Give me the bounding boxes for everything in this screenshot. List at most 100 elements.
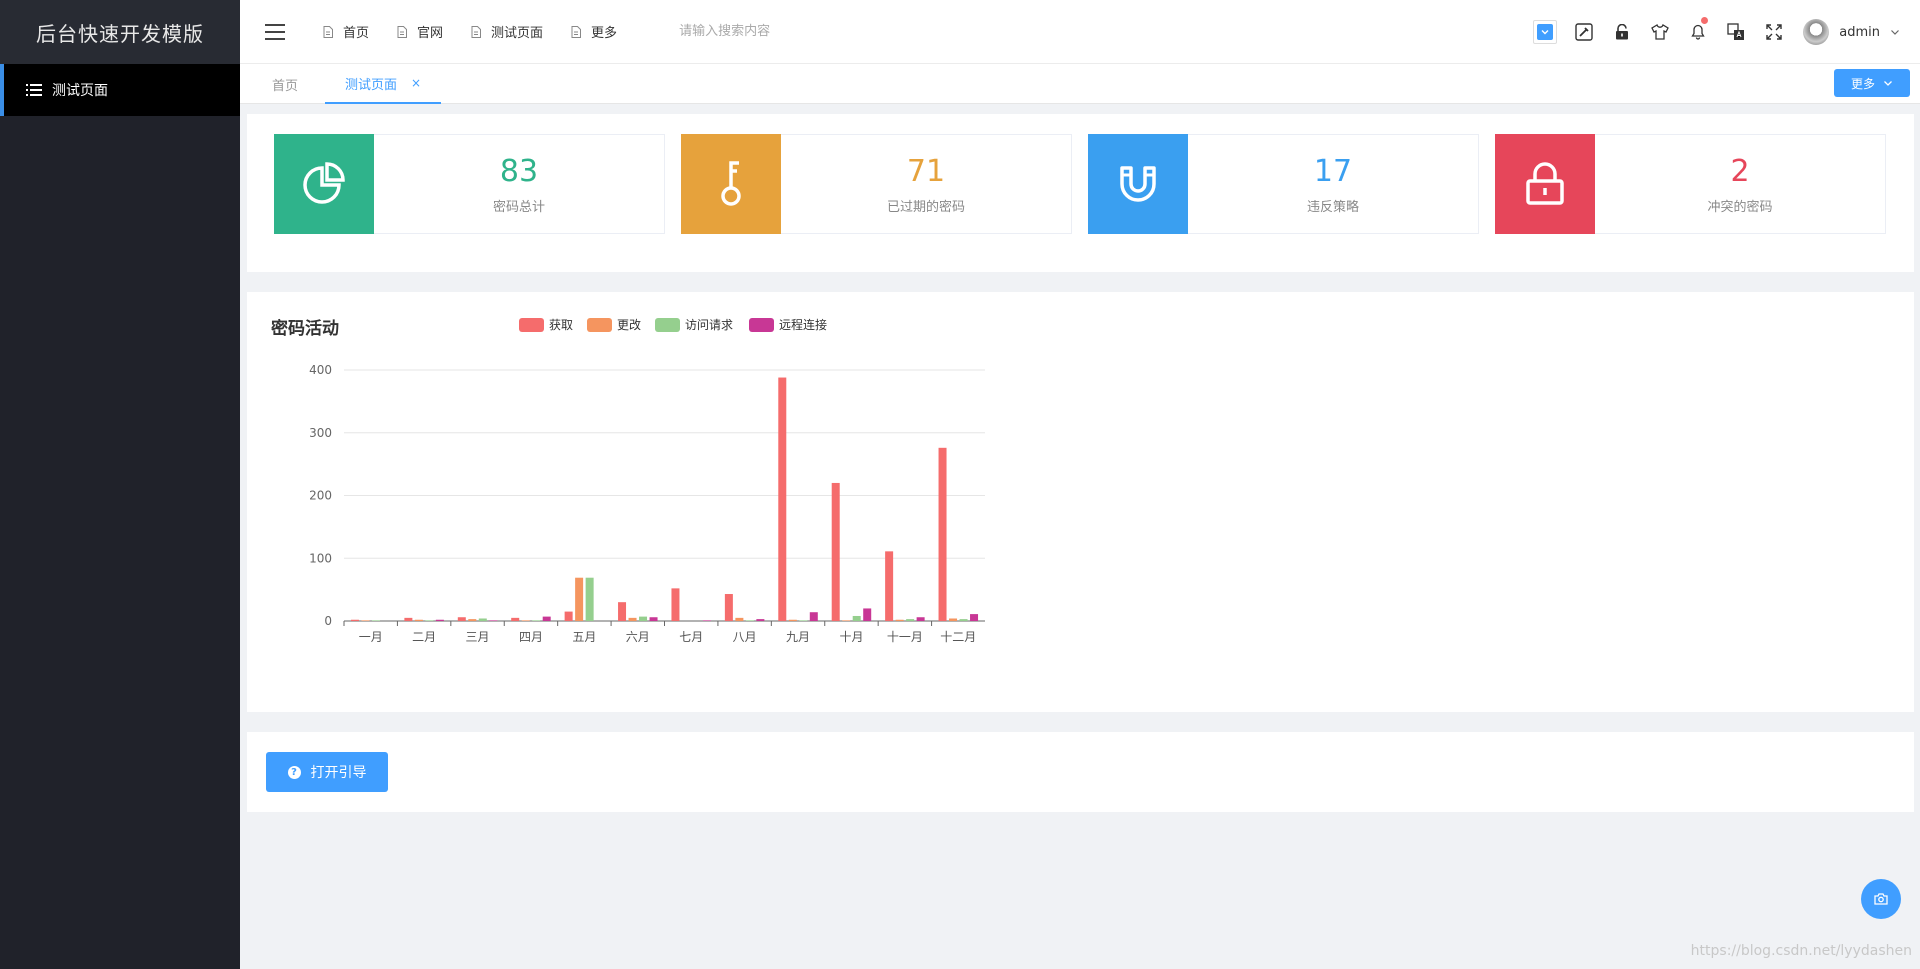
stat-label: 违反策略: [1306, 199, 1359, 215]
bar: [916, 617, 925, 621]
y-tick-label: 300: [309, 426, 332, 440]
bar: [938, 447, 947, 621]
watermark: https://blog.csdn.net/lyydashen: [1690, 943, 1912, 959]
pie-chart-icon: [274, 134, 374, 234]
sidebar: 后台快速开发模版 测试页面: [0, 0, 240, 969]
tab-test-page[interactable]: 测试页面 ×: [325, 64, 442, 104]
lock-icon: [1495, 134, 1595, 234]
fullscreen-icon[interactable]: [1763, 21, 1785, 43]
nav-item-test-page[interactable]: 测试页面: [471, 22, 543, 41]
x-tick-label: 十月: [839, 630, 863, 644]
bar: [671, 588, 680, 621]
tab-home[interactable]: 首页: [272, 78, 299, 94]
bar: [457, 617, 466, 621]
close-icon[interactable]: ×: [411, 76, 422, 90]
header-toolbar: admin: [1533, 0, 1900, 64]
tools-icon[interactable]: [1573, 21, 1595, 43]
stat-label: 已过期的密码: [886, 199, 965, 215]
nav-item-website[interactable]: 官网: [397, 22, 443, 41]
bar: [521, 620, 530, 621]
bar: [639, 616, 648, 621]
bar: [425, 620, 434, 621]
bar: [852, 615, 861, 621]
menu-toggle-icon[interactable]: [265, 23, 285, 40]
tabs-more-button[interactable]: 更多: [1834, 69, 1910, 97]
x-tick-label: 八月: [733, 630, 757, 644]
bar: [809, 612, 818, 621]
stat-value: 83: [499, 153, 539, 189]
bar: [511, 617, 520, 621]
sidebar-item-label: 测试页面: [52, 83, 108, 99]
bar: [371, 620, 380, 621]
doc-icon: [323, 25, 333, 38]
translate-icon[interactable]: [1725, 21, 1747, 43]
legend-label: 访问请求: [685, 318, 733, 332]
bar: [404, 617, 413, 621]
y-tick-label: 400: [309, 363, 332, 377]
bar: [618, 602, 627, 621]
x-tick-label: 四月: [519, 630, 543, 644]
username[interactable]: admin: [1839, 24, 1880, 40]
stat-value: 71: [906, 153, 946, 189]
search-input[interactable]: [679, 16, 910, 47]
avatar[interactable]: [1803, 19, 1830, 45]
camera-icon: [1874, 893, 1888, 905]
bar: [649, 617, 658, 621]
notification-bell-icon[interactable]: [1687, 17, 1709, 43]
bar: [959, 619, 968, 621]
bar: [863, 608, 872, 621]
bar: [831, 482, 840, 621]
chevron-down-icon: [1537, 24, 1554, 40]
bar: [478, 618, 487, 621]
chart-title: 密码活动: [271, 319, 339, 339]
bar: [885, 551, 894, 621]
nav-item-more[interactable]: 更多: [571, 22, 617, 41]
theme-shirt-icon[interactable]: [1649, 21, 1671, 43]
bar: [564, 611, 573, 621]
question-icon: ?: [287, 765, 301, 779]
stat-card-total: 83 密码总计: [274, 134, 665, 234]
doc-icon: [397, 25, 408, 38]
stat-value: 2: [1730, 153, 1750, 189]
legend-swatch: [749, 318, 774, 332]
legend-label: 更改: [617, 318, 641, 332]
list-icon: [26, 84, 42, 96]
bar: [628, 617, 637, 621]
bar: [895, 619, 904, 621]
bar: [435, 619, 444, 621]
y-tick-label: 200: [309, 489, 332, 503]
x-tick-label: 五月: [572, 630, 596, 644]
legend-swatch: [587, 318, 612, 332]
guide-panel: ? 打开引导: [247, 732, 1914, 812]
key-icon: [681, 134, 781, 234]
nav-item-home[interactable]: 首页: [323, 22, 369, 41]
lock-icon[interactable]: [1611, 21, 1633, 43]
bar: [724, 594, 733, 621]
y-tick-label: 0: [324, 614, 332, 628]
chevron-down-icon[interactable]: [1890, 27, 1900, 37]
bar: [585, 577, 594, 621]
doc-icon: [571, 25, 582, 38]
doc-icon: [471, 25, 482, 38]
stat-card-conflicts: 2 冲突的密码: [1495, 134, 1886, 234]
x-tick-label: 九月: [786, 630, 810, 644]
dropdown-select[interactable]: [1533, 20, 1558, 44]
open-guide-button[interactable]: ? 打开引导: [266, 752, 388, 792]
stat-label: 冲突的密码: [1707, 199, 1773, 215]
bar: [842, 620, 851, 621]
sidebar-item-test-page[interactable]: 测试页面: [0, 64, 240, 116]
stat-card-violations: 17 违反策略: [1088, 134, 1479, 234]
x-tick-label: 十二月: [940, 630, 976, 644]
magnet-icon: [1088, 134, 1188, 234]
bar: [735, 617, 744, 621]
stat-label: 密码总计: [492, 199, 545, 215]
chevron-down-icon: [1884, 81, 1892, 86]
legend-swatch: [655, 318, 680, 332]
bar: [745, 620, 754, 621]
bar: [532, 620, 541, 621]
bar: [575, 577, 584, 621]
bar: [788, 619, 797, 621]
screenshot-camera-button[interactable]: [1861, 879, 1901, 919]
password-activity-chart: 0 100 200 300 400 一月 二月 三月 四月 五月 六月 七月 八月 九月 十月 十一月 十二月 获…: [309, 317, 985, 644]
legend-label: 远程连接: [779, 317, 827, 332]
